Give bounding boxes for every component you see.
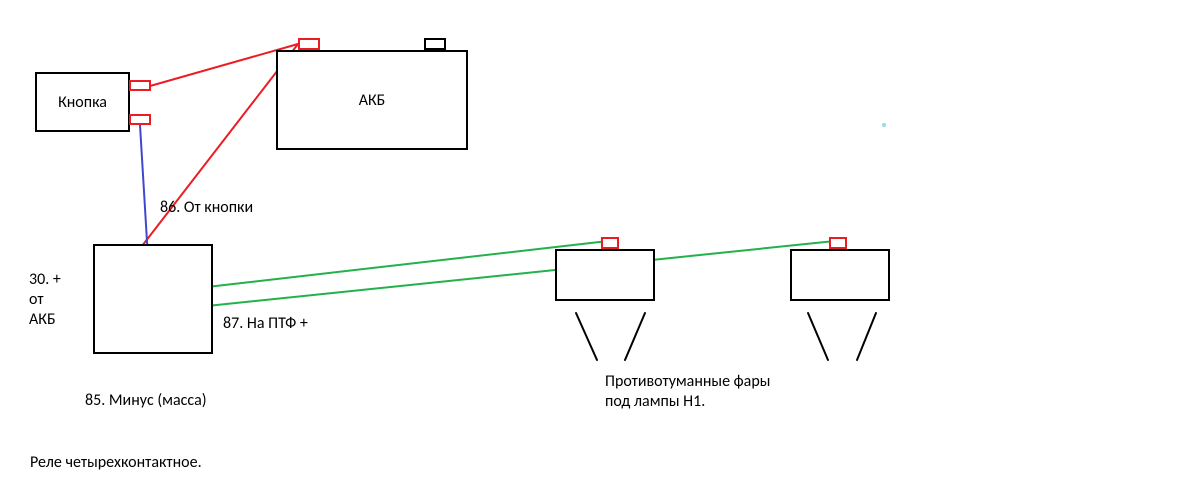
fog-lamp-1-box [555, 249, 655, 301]
relay-box [93, 244, 213, 354]
diagram-stage: Кнопка АКБ 86. От кнопки 30. + от АКБ 87… [0, 0, 1202, 502]
relay-pin-30-label-line3: АКБ [29, 310, 56, 329]
fog-lamps-caption-line2: под лампы Н1. [605, 392, 705, 411]
fog-lamp-1-terminal [601, 237, 619, 249]
battery-label: АКБ [359, 91, 386, 110]
fog-lamp-2-terminal [829, 237, 847, 249]
relay-pin-30-label-line2: от [29, 290, 44, 309]
fog-lamps-caption-line1: Противотуманные фары [605, 372, 770, 391]
button-label: Кнопка [58, 93, 107, 112]
button-terminal-top [129, 80, 151, 91]
button-box: Кнопка [35, 72, 130, 132]
button-terminal-bottom [129, 114, 151, 125]
battery-terminal-plus [298, 38, 320, 50]
relay-pin-86-label: 86. От кнопки [160, 198, 253, 217]
relay-pin-85-label: 85. Минус (масса) [85, 391, 207, 410]
fog-lamp-2-box [790, 249, 890, 301]
battery-terminal-minus [424, 38, 446, 50]
relay-pin-30-label-line1: 30. + [29, 270, 61, 289]
relay-caption: Реле четырехконтактное. [30, 453, 202, 472]
battery-box: АКБ [276, 50, 468, 150]
relay-pin-87-label: 87. На ПТФ + [223, 314, 308, 333]
